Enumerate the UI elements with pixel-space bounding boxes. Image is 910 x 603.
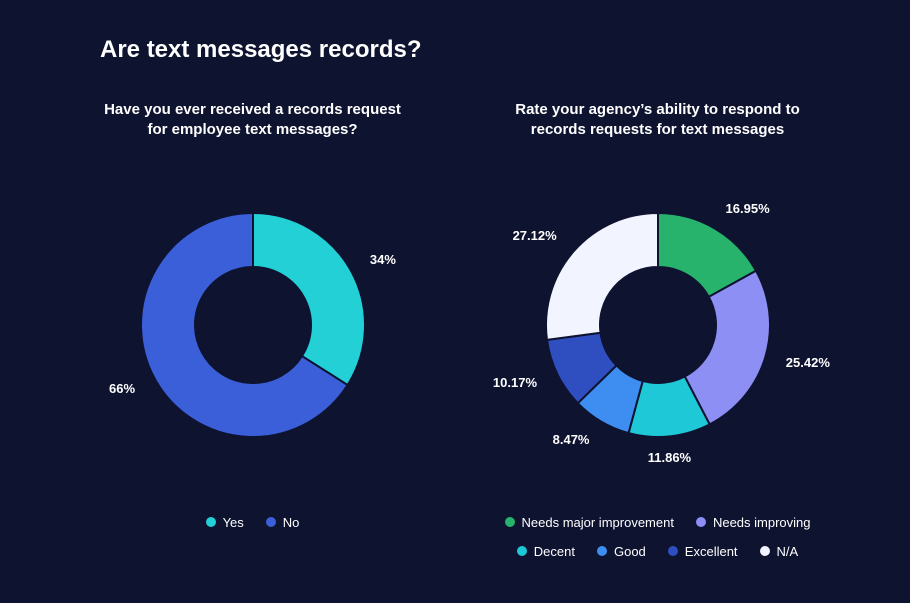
legend-swatch-icon bbox=[597, 546, 607, 556]
donut-left-label-1: 66% bbox=[109, 381, 135, 396]
donut-left-label-0: 34% bbox=[370, 252, 396, 267]
legend-label: N/A bbox=[777, 544, 799, 559]
legend-label: Yes bbox=[223, 515, 244, 530]
legend-label: Needs major improvement bbox=[522, 515, 674, 530]
donut-left-legend-item-1: No bbox=[266, 515, 300, 530]
donut-right-slice-5 bbox=[546, 213, 658, 340]
legend-label: Good bbox=[614, 544, 646, 559]
donut-right-legend-item-1: Needs improving bbox=[696, 515, 811, 530]
donut-right-label-5: 27.12% bbox=[513, 228, 557, 243]
donut-right-legend-item-2: Decent bbox=[517, 544, 575, 559]
page-title: Are text messages records? bbox=[100, 36, 850, 64]
donut-right-label-4: 10.17% bbox=[493, 375, 537, 390]
donut-right-label-2: 11.86% bbox=[648, 450, 691, 465]
legend-label: Excellent bbox=[685, 544, 738, 559]
legend-swatch-icon bbox=[206, 517, 216, 527]
legend-label: Decent bbox=[534, 544, 575, 559]
donut-right-label-3: 8.47% bbox=[553, 432, 590, 447]
chart-right-title: Rate your agency’s ability to respond to… bbox=[498, 100, 818, 141]
infographic-root: Are text messages records? Have you ever… bbox=[0, 0, 910, 589]
donut-right-legend-item-4: Excellent bbox=[668, 544, 738, 559]
legend-left: Yes No bbox=[206, 515, 300, 530]
legend-swatch-icon bbox=[760, 546, 770, 556]
chart-left-column: Have you ever received a records request… bbox=[60, 100, 445, 559]
donut-right: 16.95% 25.42% 11.86% 8.47% 10.17% 27.12% bbox=[473, 165, 843, 505]
chart-right-column: Rate your agency’s ability to respond to… bbox=[465, 100, 850, 559]
legend-label: Needs improving bbox=[713, 515, 811, 530]
donut-right-label-0: 16.95% bbox=[726, 201, 770, 216]
legend-right: Needs major improvement Needs improving De… bbox=[473, 515, 843, 559]
donut-left: 34% 66% bbox=[68, 165, 438, 505]
donut-left-slice-0 bbox=[253, 213, 365, 385]
legend-swatch-icon bbox=[505, 517, 515, 527]
legend-swatch-icon bbox=[668, 546, 678, 556]
donut-right-legend-item-3: Good bbox=[597, 544, 646, 559]
donut-right-legend-item-0: Needs major improvement bbox=[505, 515, 674, 530]
chart-left-title: Have you ever received a records request… bbox=[93, 100, 413, 141]
donut-left-legend-item-0: Yes bbox=[206, 515, 244, 530]
legend-swatch-icon bbox=[266, 517, 276, 527]
charts-row: Have you ever received a records request… bbox=[60, 100, 850, 559]
legend-swatch-icon bbox=[517, 546, 527, 556]
donut-right-legend-item-5: N/A bbox=[760, 544, 799, 559]
legend-swatch-icon bbox=[696, 517, 706, 527]
donut-left-svg bbox=[68, 165, 438, 505]
legend-label: No bbox=[283, 515, 300, 530]
donut-right-label-1: 25.42% bbox=[786, 355, 830, 370]
